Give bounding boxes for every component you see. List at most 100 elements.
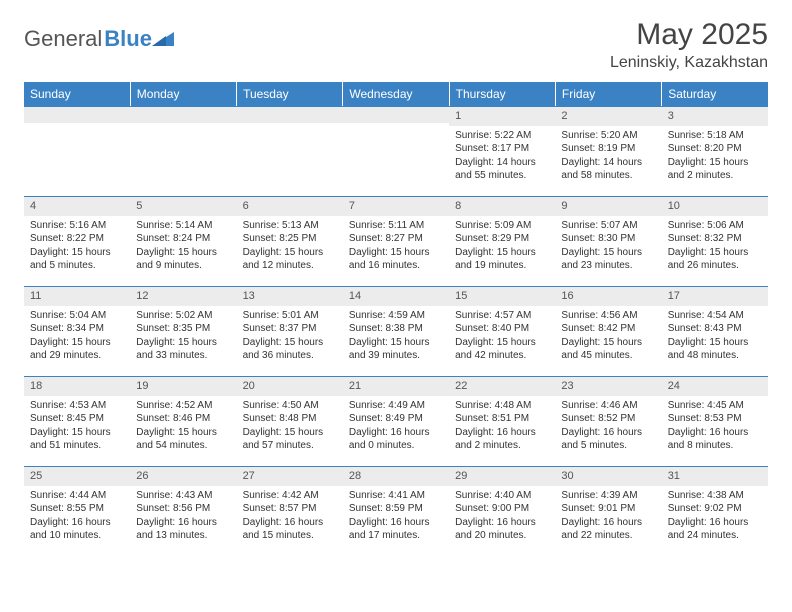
calendar-day-cell: 28Sunrise: 4:41 AMSunset: 8:59 PMDayligh… <box>343 466 449 556</box>
sunrise-line: Sunrise: 4:48 AM <box>455 399 549 413</box>
day-content: Sunrise: 5:16 AMSunset: 8:22 PMDaylight:… <box>24 216 130 277</box>
sunrise-line: Sunrise: 4:54 AM <box>668 309 762 323</box>
day-content: Sunrise: 5:18 AMSunset: 8:20 PMDaylight:… <box>662 126 768 187</box>
day-content: Sunrise: 4:54 AMSunset: 8:43 PMDaylight:… <box>662 306 768 367</box>
calendar-table: SundayMondayTuesdayWednesdayThursdayFrid… <box>24 82 768 556</box>
daylight-line: Daylight: 15 hours and 39 minutes. <box>349 336 443 363</box>
day-content: Sunrise: 5:01 AMSunset: 8:37 PMDaylight:… <box>237 306 343 367</box>
daylight-line: Daylight: 15 hours and 16 minutes. <box>349 246 443 273</box>
calendar-day-cell: 29Sunrise: 4:40 AMSunset: 9:00 PMDayligh… <box>449 466 555 556</box>
day-number: 25 <box>24 466 130 486</box>
daylight-line: Daylight: 15 hours and 45 minutes. <box>561 336 655 363</box>
daylight-line: Daylight: 15 hours and 42 minutes. <box>455 336 549 363</box>
sunset-line: Sunset: 9:02 PM <box>668 502 762 516</box>
sunset-line: Sunset: 8:46 PM <box>136 412 230 426</box>
calendar-day-cell: 11Sunrise: 5:04 AMSunset: 8:34 PMDayligh… <box>24 286 130 376</box>
sunrise-line: Sunrise: 5:07 AM <box>561 219 655 233</box>
daylight-line: Daylight: 16 hours and 5 minutes. <box>561 426 655 453</box>
daylight-line: Daylight: 15 hours and 29 minutes. <box>30 336 124 363</box>
sunset-line: Sunset: 8:32 PM <box>668 232 762 246</box>
sunrise-line: Sunrise: 5:06 AM <box>668 219 762 233</box>
daylight-line: Daylight: 16 hours and 2 minutes. <box>455 426 549 453</box>
day-content: Sunrise: 4:44 AMSunset: 8:55 PMDaylight:… <box>24 486 130 547</box>
day-content: Sunrise: 4:48 AMSunset: 8:51 PMDaylight:… <box>449 396 555 457</box>
calendar-day-cell: 22Sunrise: 4:48 AMSunset: 8:51 PMDayligh… <box>449 376 555 466</box>
day-number: 11 <box>24 286 130 306</box>
day-content: Sunrise: 4:52 AMSunset: 8:46 PMDaylight:… <box>130 396 236 457</box>
day-content <box>237 123 343 163</box>
day-content: Sunrise: 5:13 AMSunset: 8:25 PMDaylight:… <box>237 216 343 277</box>
daylight-line: Daylight: 15 hours and 23 minutes. <box>561 246 655 273</box>
day-number: 28 <box>343 466 449 486</box>
logo: GeneralBlue <box>24 18 174 52</box>
sunset-line: Sunset: 8:27 PM <box>349 232 443 246</box>
day-number: 15 <box>449 286 555 306</box>
weekday-header: Tuesday <box>237 82 343 106</box>
calendar-day-cell: 6Sunrise: 5:13 AMSunset: 8:25 PMDaylight… <box>237 196 343 286</box>
daylight-line: Daylight: 16 hours and 17 minutes. <box>349 516 443 543</box>
sunset-line: Sunset: 8:38 PM <box>349 322 443 336</box>
calendar-day-cell <box>24 106 130 196</box>
day-number <box>24 106 130 123</box>
sunset-line: Sunset: 8:52 PM <box>561 412 655 426</box>
calendar-body: 1Sunrise: 5:22 AMSunset: 8:17 PMDaylight… <box>24 106 768 556</box>
daylight-line: Daylight: 15 hours and 51 minutes. <box>30 426 124 453</box>
sunset-line: Sunset: 8:55 PM <box>30 502 124 516</box>
day-number: 22 <box>449 376 555 396</box>
month-title: May 2025 <box>610 18 768 52</box>
sunset-line: Sunset: 8:25 PM <box>243 232 337 246</box>
sunrise-line: Sunrise: 4:50 AM <box>243 399 337 413</box>
calendar-day-cell: 4Sunrise: 5:16 AMSunset: 8:22 PMDaylight… <box>24 196 130 286</box>
logo-blue-text: Blue <box>104 26 152 52</box>
day-number: 30 <box>555 466 661 486</box>
calendar-day-cell: 2Sunrise: 5:20 AMSunset: 8:19 PMDaylight… <box>555 106 661 196</box>
calendar-week-row: 11Sunrise: 5:04 AMSunset: 8:34 PMDayligh… <box>24 286 768 376</box>
day-content: Sunrise: 4:49 AMSunset: 8:49 PMDaylight:… <box>343 396 449 457</box>
sunrise-line: Sunrise: 5:01 AM <box>243 309 337 323</box>
calendar-day-cell: 14Sunrise: 4:59 AMSunset: 8:38 PMDayligh… <box>343 286 449 376</box>
sunset-line: Sunset: 8:24 PM <box>136 232 230 246</box>
day-number: 1 <box>449 106 555 126</box>
sunset-line: Sunset: 8:49 PM <box>349 412 443 426</box>
day-number: 14 <box>343 286 449 306</box>
sunrise-line: Sunrise: 4:52 AM <box>136 399 230 413</box>
sunrise-line: Sunrise: 4:44 AM <box>30 489 124 503</box>
weekday-header: Saturday <box>662 82 768 106</box>
day-number <box>343 106 449 123</box>
calendar-day-cell: 15Sunrise: 4:57 AMSunset: 8:40 PMDayligh… <box>449 286 555 376</box>
calendar-day-cell: 7Sunrise: 5:11 AMSunset: 8:27 PMDaylight… <box>343 196 449 286</box>
sunset-line: Sunset: 8:56 PM <box>136 502 230 516</box>
daylight-line: Daylight: 16 hours and 8 minutes. <box>668 426 762 453</box>
sunrise-line: Sunrise: 5:09 AM <box>455 219 549 233</box>
calendar-week-row: 1Sunrise: 5:22 AMSunset: 8:17 PMDaylight… <box>24 106 768 196</box>
day-number: 18 <box>24 376 130 396</box>
weekday-header: Wednesday <box>343 82 449 106</box>
daylight-line: Daylight: 14 hours and 55 minutes. <box>455 156 549 183</box>
day-content: Sunrise: 4:45 AMSunset: 8:53 PMDaylight:… <box>662 396 768 457</box>
daylight-line: Daylight: 15 hours and 5 minutes. <box>30 246 124 273</box>
day-number: 2 <box>555 106 661 126</box>
sunrise-line: Sunrise: 4:46 AM <box>561 399 655 413</box>
weekday-header: Thursday <box>449 82 555 106</box>
daylight-line: Daylight: 15 hours and 19 minutes. <box>455 246 549 273</box>
day-number: 19 <box>130 376 236 396</box>
daylight-line: Daylight: 15 hours and 2 minutes. <box>668 156 762 183</box>
calendar-day-cell: 24Sunrise: 4:45 AMSunset: 8:53 PMDayligh… <box>662 376 768 466</box>
sunset-line: Sunset: 8:35 PM <box>136 322 230 336</box>
logo-triangle-icon <box>152 28 174 51</box>
sunset-line: Sunset: 8:37 PM <box>243 322 337 336</box>
location: Leninskiy, Kazakhstan <box>610 54 768 72</box>
sunrise-line: Sunrise: 5:22 AM <box>455 129 549 143</box>
day-number: 5 <box>130 196 236 216</box>
sunrise-line: Sunrise: 4:45 AM <box>668 399 762 413</box>
sunset-line: Sunset: 9:01 PM <box>561 502 655 516</box>
sunset-line: Sunset: 8:57 PM <box>243 502 337 516</box>
sunset-line: Sunset: 8:43 PM <box>668 322 762 336</box>
calendar-day-cell: 21Sunrise: 4:49 AMSunset: 8:49 PMDayligh… <box>343 376 449 466</box>
sunset-line: Sunset: 8:34 PM <box>30 322 124 336</box>
sunrise-line: Sunrise: 4:57 AM <box>455 309 549 323</box>
day-content: Sunrise: 4:43 AMSunset: 8:56 PMDaylight:… <box>130 486 236 547</box>
day-content: Sunrise: 4:57 AMSunset: 8:40 PMDaylight:… <box>449 306 555 367</box>
daylight-line: Daylight: 16 hours and 0 minutes. <box>349 426 443 453</box>
day-content: Sunrise: 5:14 AMSunset: 8:24 PMDaylight:… <box>130 216 236 277</box>
